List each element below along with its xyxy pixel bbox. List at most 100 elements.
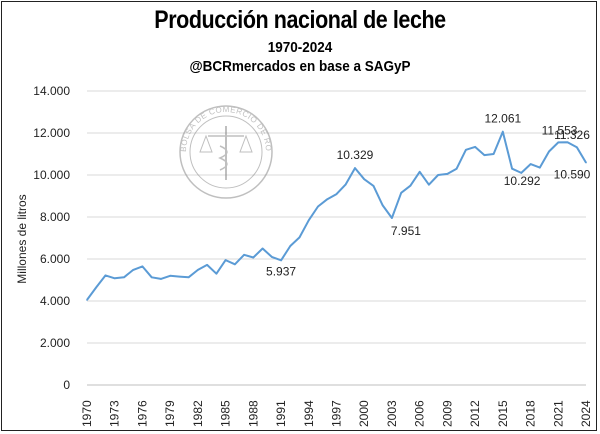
data-point xyxy=(141,265,144,268)
data-point xyxy=(169,275,171,277)
x-tick-label: 1976 xyxy=(135,400,149,427)
data-point xyxy=(224,259,227,261)
data-point xyxy=(520,172,523,174)
data-point xyxy=(86,299,88,301)
data-point xyxy=(289,245,292,247)
x-tick-label: 2018 xyxy=(524,400,538,427)
y-tick-labels: 0 2.000 4.000 6.000 8.000 10.000 12.000 14.000 xyxy=(33,84,70,392)
data-point xyxy=(271,256,273,258)
x-tick-label: 1994 xyxy=(302,400,316,427)
x-tick-label: 1970 xyxy=(80,400,94,427)
data-label: 12.061 xyxy=(484,112,521,126)
y-tick-label: 10.000 xyxy=(33,168,70,182)
data-point xyxy=(381,204,384,207)
x-tick-label: 2012 xyxy=(468,400,482,427)
data-point xyxy=(150,276,153,279)
data-point xyxy=(344,183,347,186)
x-tick-label: 1991 xyxy=(274,400,288,427)
y-tick-label: 0 xyxy=(63,378,70,392)
data-point xyxy=(418,171,421,173)
x-tick-label: 1982 xyxy=(191,400,205,427)
data-point xyxy=(502,130,504,133)
y-tick-label: 8.000 xyxy=(40,210,70,224)
data-point xyxy=(529,163,532,165)
y-axis-label: Millones de litros xyxy=(15,194,29,283)
data-point xyxy=(474,146,476,148)
data-label: 10.329 xyxy=(337,148,374,162)
x-tick-label: 1988 xyxy=(246,400,260,427)
x-tick-label: 2000 xyxy=(357,400,371,427)
x-tick-label: 2003 xyxy=(385,400,399,427)
data-point xyxy=(511,167,513,170)
data-point xyxy=(483,154,486,156)
gridlines xyxy=(87,90,586,386)
data-point xyxy=(335,193,338,195)
data-label: 11.326 xyxy=(554,128,590,142)
data-point xyxy=(363,178,366,180)
data-point xyxy=(446,173,449,175)
data-point xyxy=(566,141,569,144)
data-label: 11.553 xyxy=(542,123,578,137)
data-label: 10.590 xyxy=(554,168,591,182)
x-tick-label: 1985 xyxy=(219,400,233,427)
data-labels: 5.937 10.329 7.951 12.061 10.292 11.55311.326… xyxy=(266,112,591,279)
data-point xyxy=(95,286,98,289)
data-point xyxy=(215,272,218,275)
data-label: 10.292 xyxy=(504,174,541,188)
data-label: 5.937 xyxy=(266,264,296,278)
data-point xyxy=(465,149,467,151)
data-point xyxy=(585,161,587,164)
series-points xyxy=(86,130,587,301)
data-point xyxy=(557,141,560,144)
x-tick-label: 2006 xyxy=(413,400,427,427)
data-point xyxy=(123,276,125,279)
x-tick-labels: 1970 1973 1976 1979 1982 1985 1988 1991 1994 1997… xyxy=(80,400,593,427)
data-point xyxy=(243,254,245,256)
data-point xyxy=(409,184,412,187)
data-point xyxy=(252,256,255,259)
data-point xyxy=(113,277,116,280)
x-tick-label: 2024 xyxy=(579,400,593,427)
data-point xyxy=(437,174,439,176)
data-point xyxy=(354,167,356,169)
data-point xyxy=(261,247,264,250)
data-point xyxy=(492,153,495,155)
data-point xyxy=(317,205,319,208)
data-point xyxy=(234,263,236,266)
x-tick-label: 2021 xyxy=(551,400,565,427)
data-point xyxy=(160,278,162,280)
data-point xyxy=(400,192,402,194)
data-point xyxy=(455,167,458,170)
data-point xyxy=(104,274,107,277)
chart-subtitle: 1970-2024 xyxy=(267,39,333,56)
data-point xyxy=(187,276,190,279)
chart-source: @BCRmercados en base a SAGyP xyxy=(189,58,411,75)
data-point xyxy=(548,150,550,153)
data-point xyxy=(132,269,135,271)
data-point xyxy=(575,146,578,148)
x-tick-label: 1973 xyxy=(108,400,122,427)
y-tick-label: 4.000 xyxy=(40,294,70,308)
data-point xyxy=(280,259,282,262)
data-point xyxy=(391,217,393,219)
x-tick-label: 1979 xyxy=(163,400,177,427)
data-point xyxy=(298,236,301,239)
data-point xyxy=(372,185,375,187)
data-point xyxy=(538,166,541,169)
data-point xyxy=(197,269,199,271)
data-point xyxy=(178,275,181,278)
x-tick-label: 2015 xyxy=(496,400,510,427)
y-tick-label: 6.000 xyxy=(40,252,70,266)
chart-title: Producción nacional de leche xyxy=(154,6,446,34)
y-tick-label: 12.000 xyxy=(33,126,70,140)
data-point xyxy=(326,198,329,200)
y-tick-label: 2.000 xyxy=(40,336,70,350)
data-point xyxy=(307,219,310,221)
x-tick-label: 1997 xyxy=(330,400,344,427)
data-point xyxy=(206,264,208,266)
data-label: 7.951 xyxy=(391,224,421,238)
x-tick-label: 2009 xyxy=(440,400,454,427)
data-point xyxy=(428,183,430,186)
